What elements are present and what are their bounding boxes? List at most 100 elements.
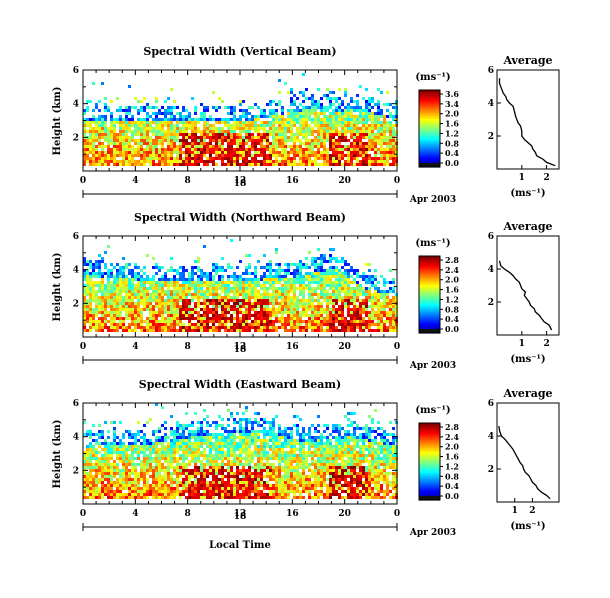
heatmap-cell bbox=[137, 323, 140, 326]
heatmap-cell bbox=[152, 320, 155, 323]
heatmap-cell bbox=[242, 326, 245, 329]
heatmap-cell bbox=[191, 293, 194, 296]
heatmap-cell bbox=[347, 106, 350, 109]
heatmap-cell bbox=[320, 305, 323, 308]
heatmap-cell bbox=[305, 133, 308, 136]
heatmap-cell bbox=[323, 109, 326, 112]
heatmap-cell bbox=[161, 478, 164, 481]
heatmap-cell bbox=[119, 308, 122, 311]
heatmap-cell bbox=[215, 154, 218, 157]
heatmap-cell bbox=[320, 287, 323, 290]
heatmap-cell bbox=[101, 272, 104, 275]
heatmap-cell bbox=[224, 118, 227, 121]
heatmap-cell bbox=[122, 454, 125, 457]
heatmap-cell bbox=[194, 139, 197, 142]
heatmap-cell bbox=[386, 145, 389, 148]
heatmap-cell bbox=[194, 154, 197, 157]
heatmap-cell bbox=[137, 320, 140, 323]
heatmap-cell bbox=[140, 290, 143, 293]
heatmap-cell bbox=[113, 451, 116, 454]
heatmap-cell bbox=[344, 130, 347, 133]
heatmap-cell bbox=[140, 275, 143, 278]
heatmap-cell bbox=[167, 457, 170, 460]
heatmap-cell bbox=[149, 127, 152, 130]
heatmap-cell bbox=[191, 314, 194, 317]
heatmap-cell bbox=[236, 121, 239, 124]
heatmap-cell bbox=[197, 257, 200, 260]
heatmap-cell bbox=[194, 121, 197, 124]
heatmap-cell bbox=[308, 251, 311, 254]
heatmap-cell bbox=[134, 151, 137, 154]
heatmap-cell bbox=[308, 142, 311, 145]
heatmap-cell bbox=[146, 302, 149, 305]
heatmap-cell bbox=[200, 317, 203, 320]
heatmap-cell bbox=[200, 142, 203, 145]
heatmap-cell bbox=[284, 296, 287, 299]
heatmap-cell bbox=[254, 275, 257, 278]
heatmap-cell bbox=[122, 323, 125, 326]
heatmap-cell bbox=[332, 308, 335, 311]
heatmap-cell bbox=[245, 266, 248, 269]
heatmap-cell bbox=[122, 329, 125, 332]
heatmap-cell bbox=[302, 281, 305, 284]
heatmap-cell bbox=[224, 299, 227, 302]
heatmap-cell bbox=[92, 493, 95, 496]
heatmap-cell bbox=[260, 293, 263, 296]
heatmap-cell bbox=[263, 317, 266, 320]
heatmap-cell bbox=[116, 278, 119, 281]
heatmap-cell bbox=[194, 109, 197, 112]
heatmap-cell bbox=[170, 148, 173, 151]
heatmap-cell bbox=[236, 323, 239, 326]
heatmap-cell bbox=[185, 115, 188, 118]
heatmap-cell bbox=[137, 421, 140, 424]
heatmap-cell bbox=[155, 484, 158, 487]
heatmap-cell bbox=[86, 151, 89, 154]
heatmap-cell bbox=[296, 109, 299, 112]
heatmap-cell bbox=[104, 97, 107, 100]
heatmap-cell bbox=[164, 323, 167, 326]
heatmap-cell bbox=[215, 281, 218, 284]
heatmap-cell bbox=[380, 112, 383, 115]
heatmap-cell bbox=[185, 160, 188, 163]
heatmap-cell bbox=[98, 139, 101, 142]
heatmap-cell bbox=[137, 130, 140, 133]
heatmap-cell bbox=[137, 124, 140, 127]
heatmap-cell bbox=[161, 451, 164, 454]
y-tick-label: 4 bbox=[73, 100, 79, 110]
heatmap-cell bbox=[104, 448, 107, 451]
heatmap-cell bbox=[200, 139, 203, 142]
heatmap-cell bbox=[290, 151, 293, 154]
heatmap-cell bbox=[263, 139, 266, 142]
heatmap-cell bbox=[164, 493, 167, 496]
heatmap-cell bbox=[284, 82, 287, 85]
heatmap-cell bbox=[302, 154, 305, 157]
heatmap-cell bbox=[191, 124, 194, 127]
heatmap-cell bbox=[281, 139, 284, 142]
heatmap-cell bbox=[191, 454, 194, 457]
colorbar-tick-label: 0.4 bbox=[445, 148, 459, 158]
heatmap-cell bbox=[245, 299, 248, 302]
heatmap-cell bbox=[170, 475, 173, 478]
heatmap-cell bbox=[257, 260, 260, 263]
heatmap-cell bbox=[206, 109, 209, 112]
heatmap-cell bbox=[110, 475, 113, 478]
heatmap-cell bbox=[128, 311, 131, 314]
heatmap-cell bbox=[146, 151, 149, 154]
heatmap-cell bbox=[389, 317, 392, 320]
heatmap-cell bbox=[392, 281, 395, 284]
heatmap-cell bbox=[92, 457, 95, 460]
heatmap-cell bbox=[320, 308, 323, 311]
heatmap-cell bbox=[149, 287, 152, 290]
heatmap-cell bbox=[248, 284, 251, 287]
heatmap-cell bbox=[89, 493, 92, 496]
heatmap-cell bbox=[182, 329, 185, 332]
heatmap-cell bbox=[146, 154, 149, 157]
heatmap-cell bbox=[179, 466, 182, 469]
heatmap-cell bbox=[386, 124, 389, 127]
heatmap-cell bbox=[128, 272, 131, 275]
heatmap-cell bbox=[161, 326, 164, 329]
heatmap-cell bbox=[128, 121, 131, 124]
heatmap-cell bbox=[188, 433, 191, 436]
heatmap-cell bbox=[305, 115, 308, 118]
heatmap-cell bbox=[182, 469, 185, 472]
